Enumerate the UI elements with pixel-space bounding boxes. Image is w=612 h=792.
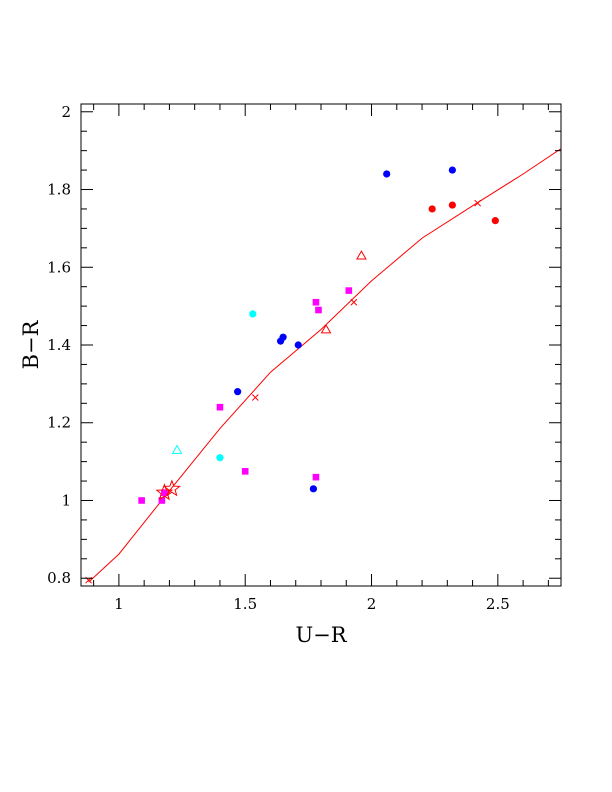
data-point-star xyxy=(155,483,174,501)
data-point-square xyxy=(216,403,224,411)
data-point-square xyxy=(312,298,320,306)
plot-frame xyxy=(80,103,562,587)
data-point-circle xyxy=(249,310,257,318)
data-point-circle xyxy=(448,201,456,209)
y-tick-label: 1.2 xyxy=(47,414,71,432)
x-tick-label: 1.5 xyxy=(233,595,257,613)
y-tick-label: 0.8 xyxy=(47,569,71,587)
data-point-triangle xyxy=(171,444,183,454)
x-tick-label: 2 xyxy=(367,595,377,613)
data-point-circle xyxy=(491,217,499,225)
data-points-layer xyxy=(138,166,499,504)
data-point-square xyxy=(345,287,353,294)
data-point-star xyxy=(162,479,181,497)
data-point-circle xyxy=(448,166,456,174)
data-point-circle xyxy=(216,454,224,462)
data-point-circle xyxy=(279,333,287,341)
y-tick-label: 1.4 xyxy=(47,336,71,354)
curve-cross-marker xyxy=(251,394,259,401)
y-tick-label: 2 xyxy=(61,103,71,121)
data-point-circle xyxy=(234,388,242,396)
data-point-circle xyxy=(383,170,391,178)
data-point-square xyxy=(315,306,322,314)
data-point-square xyxy=(241,468,249,475)
axes-frame xyxy=(80,103,562,587)
data-point-circle xyxy=(309,485,318,493)
data-point-circle xyxy=(428,205,436,213)
fit-curve-layer xyxy=(85,148,561,584)
y-tick-label: 1.8 xyxy=(47,181,71,199)
curve-cross-marker xyxy=(474,199,481,207)
y-axis-title: B−R xyxy=(19,319,43,369)
y-tick-label: 1.6 xyxy=(47,258,71,276)
x-tick-label: 2.5 xyxy=(486,595,510,613)
data-point-triangle xyxy=(320,323,332,334)
data-point-square xyxy=(158,497,166,504)
y-tick-label: 1 xyxy=(61,491,71,509)
data-point-triangle xyxy=(356,250,367,260)
tick-labels: 1 1.5 2 2.5 0.8 1 1.2 1.4 1.6 1.8 2 xyxy=(47,103,510,613)
data-point-square xyxy=(312,473,320,481)
data-point-square xyxy=(138,497,145,504)
fit-curve xyxy=(88,148,561,583)
x-tick-label: 1 xyxy=(114,595,124,613)
x-axis-title: U−R xyxy=(295,623,347,647)
data-point-circle xyxy=(294,341,302,349)
curve-cross-marker xyxy=(350,298,358,306)
data-point-square xyxy=(161,489,168,497)
